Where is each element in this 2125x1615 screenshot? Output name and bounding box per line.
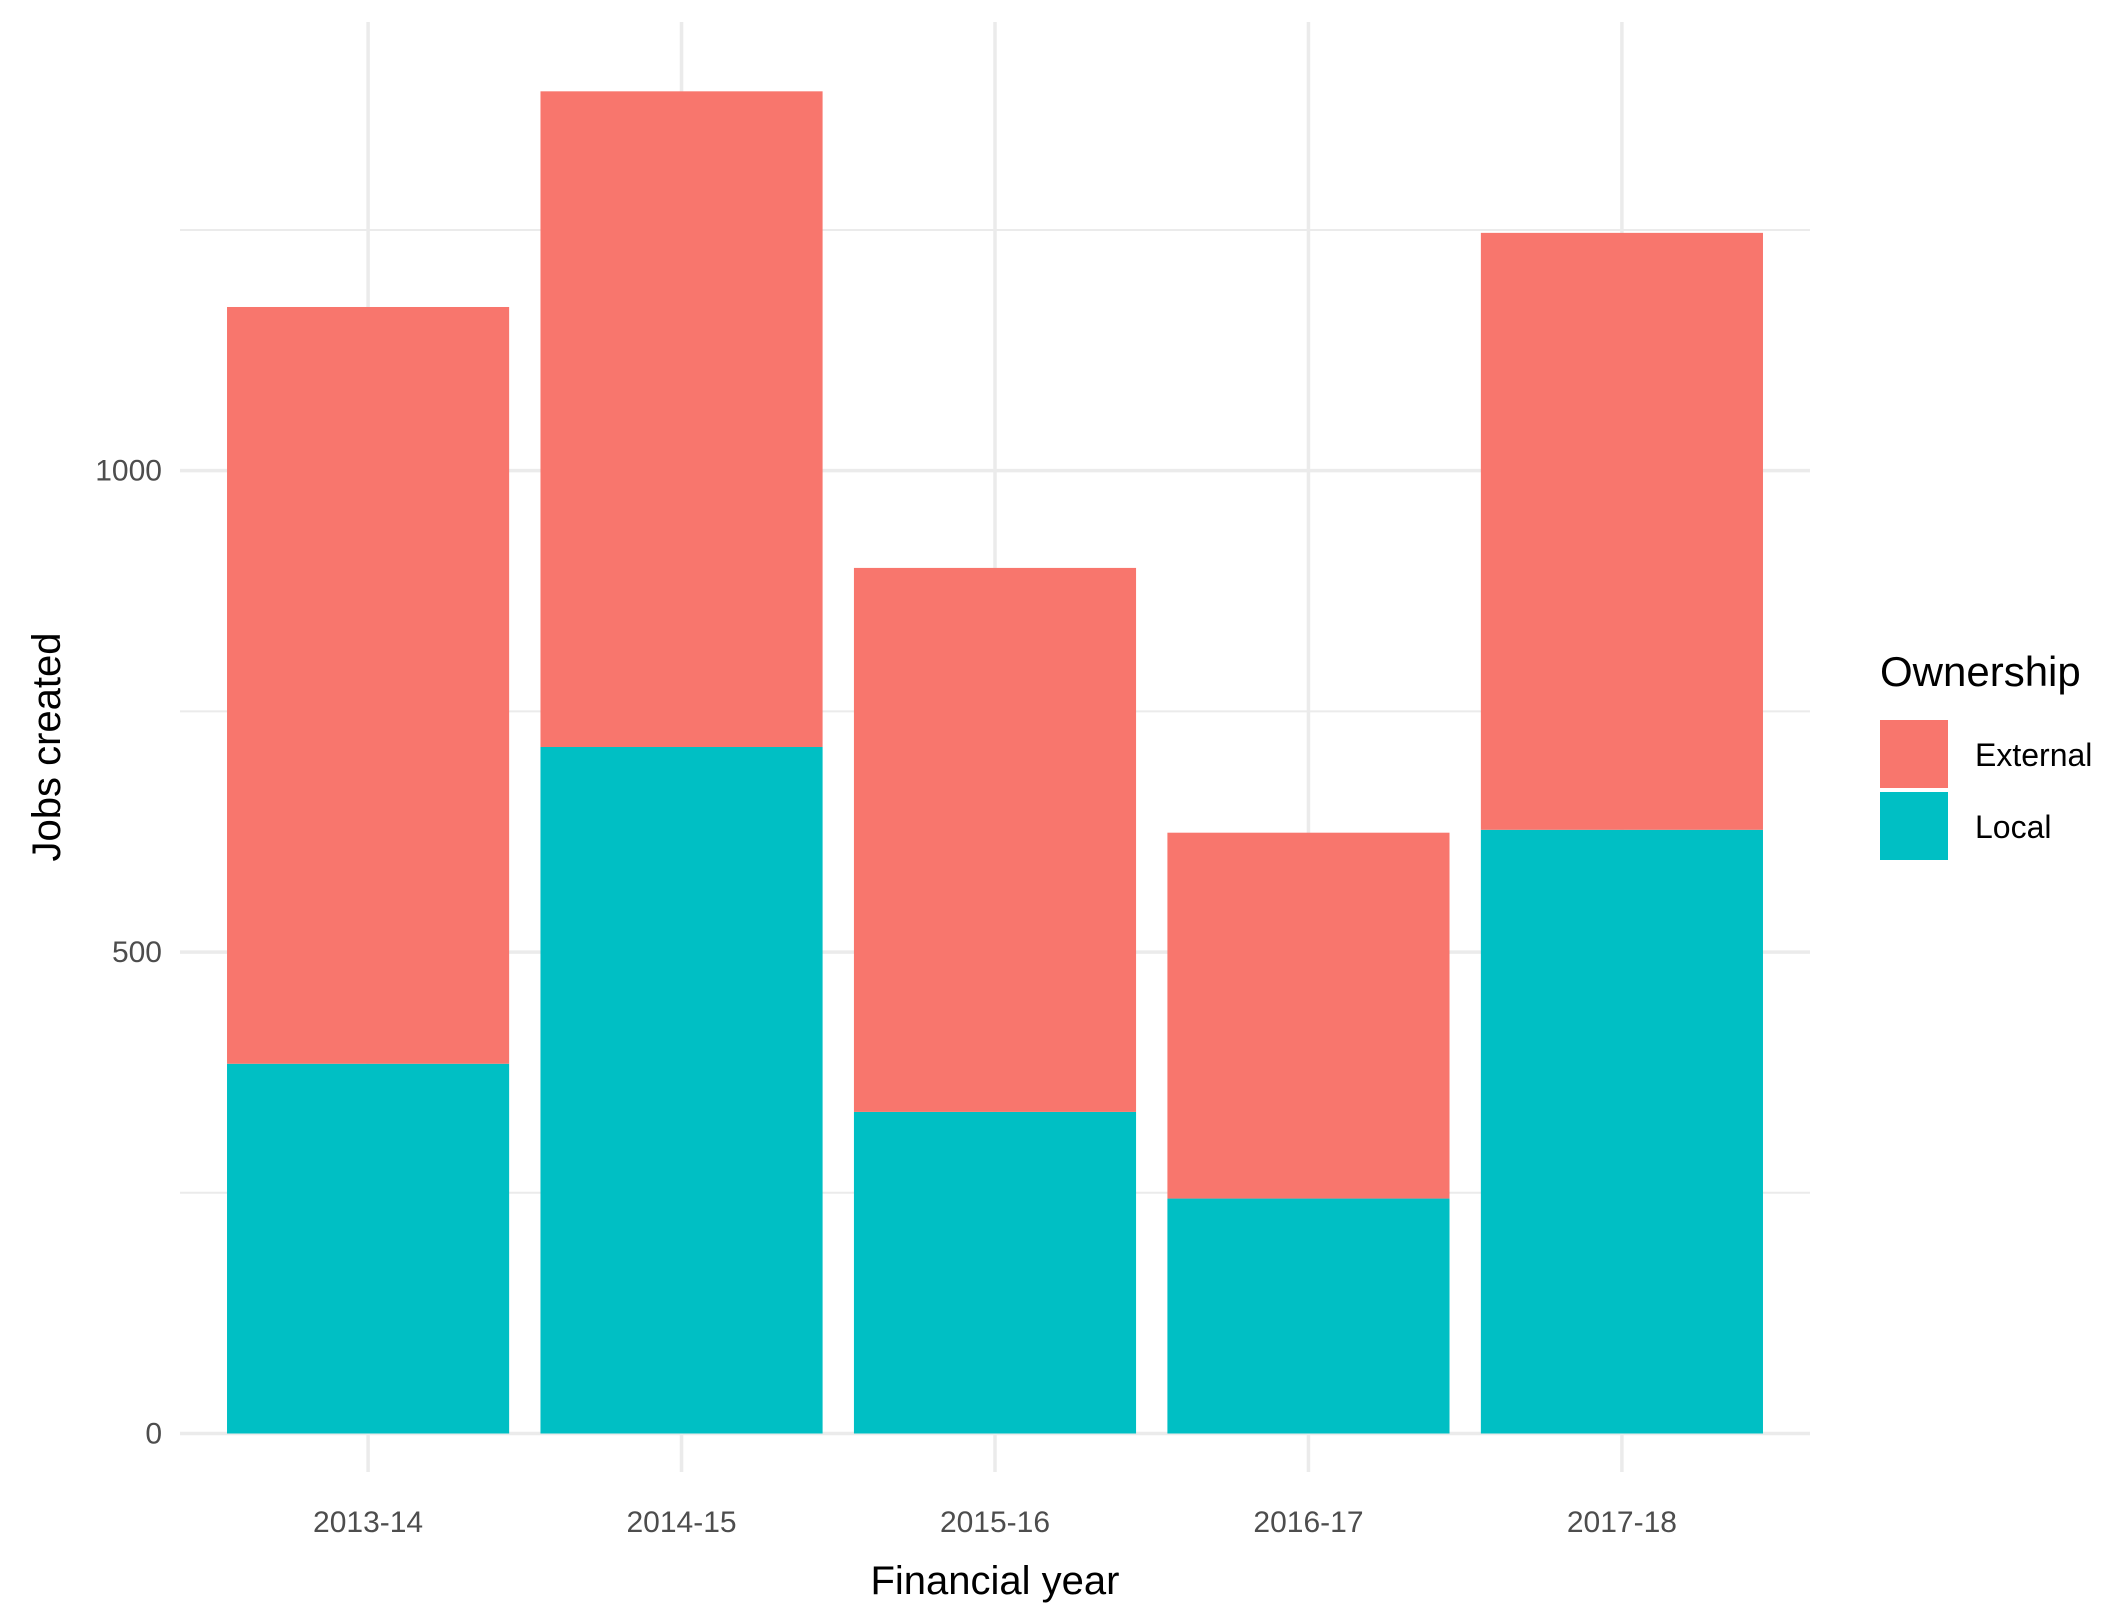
bar-external-2017-18: [1480, 232, 1763, 830]
bar-external-2015-16: [853, 567, 1137, 1112]
x-tick-label: 2014-15: [626, 1506, 736, 1539]
bar-local-2016-17: [1167, 1198, 1450, 1434]
legend-label-local: Local: [1975, 809, 2052, 845]
legend-label-external: External: [1975, 737, 2092, 773]
x-axis-title: Financial year: [870, 1559, 1119, 1603]
bars: [227, 91, 1763, 1434]
bar-local-2015-16: [853, 1111, 1137, 1434]
bar-external-2016-17: [1167, 832, 1450, 1199]
x-tick-label: 2013-14: [313, 1506, 423, 1539]
x-tick-label: 2016-17: [1253, 1506, 1363, 1539]
bar-external-2013-14: [227, 306, 510, 1064]
x-axis-ticks: 2013-14 2014-15 2015-16 2016-17 2017-18: [313, 1506, 1677, 1539]
y-axis-ticks: 0 500 1000: [95, 455, 162, 1451]
legend-key-local: [1880, 792, 1948, 860]
y-axis-title: Jobs created: [25, 632, 69, 861]
bar-local-2017-18: [1480, 829, 1763, 1434]
y-tick-label: 0: [145, 1417, 162, 1450]
bar-local-2013-14: [227, 1063, 510, 1434]
legend-title: Ownership: [1880, 648, 2081, 695]
legend: Ownership External Local: [1880, 648, 2092, 860]
y-tick-label: 500: [112, 936, 162, 969]
x-tick-label: 2017-18: [1567, 1506, 1677, 1539]
y-tick-label: 1000: [95, 455, 162, 488]
bar-local-2014-15: [540, 747, 823, 1434]
legend-key-external: [1880, 720, 1948, 788]
bar-external-2014-15: [540, 91, 823, 748]
x-tick-label: 2015-16: [940, 1506, 1050, 1539]
